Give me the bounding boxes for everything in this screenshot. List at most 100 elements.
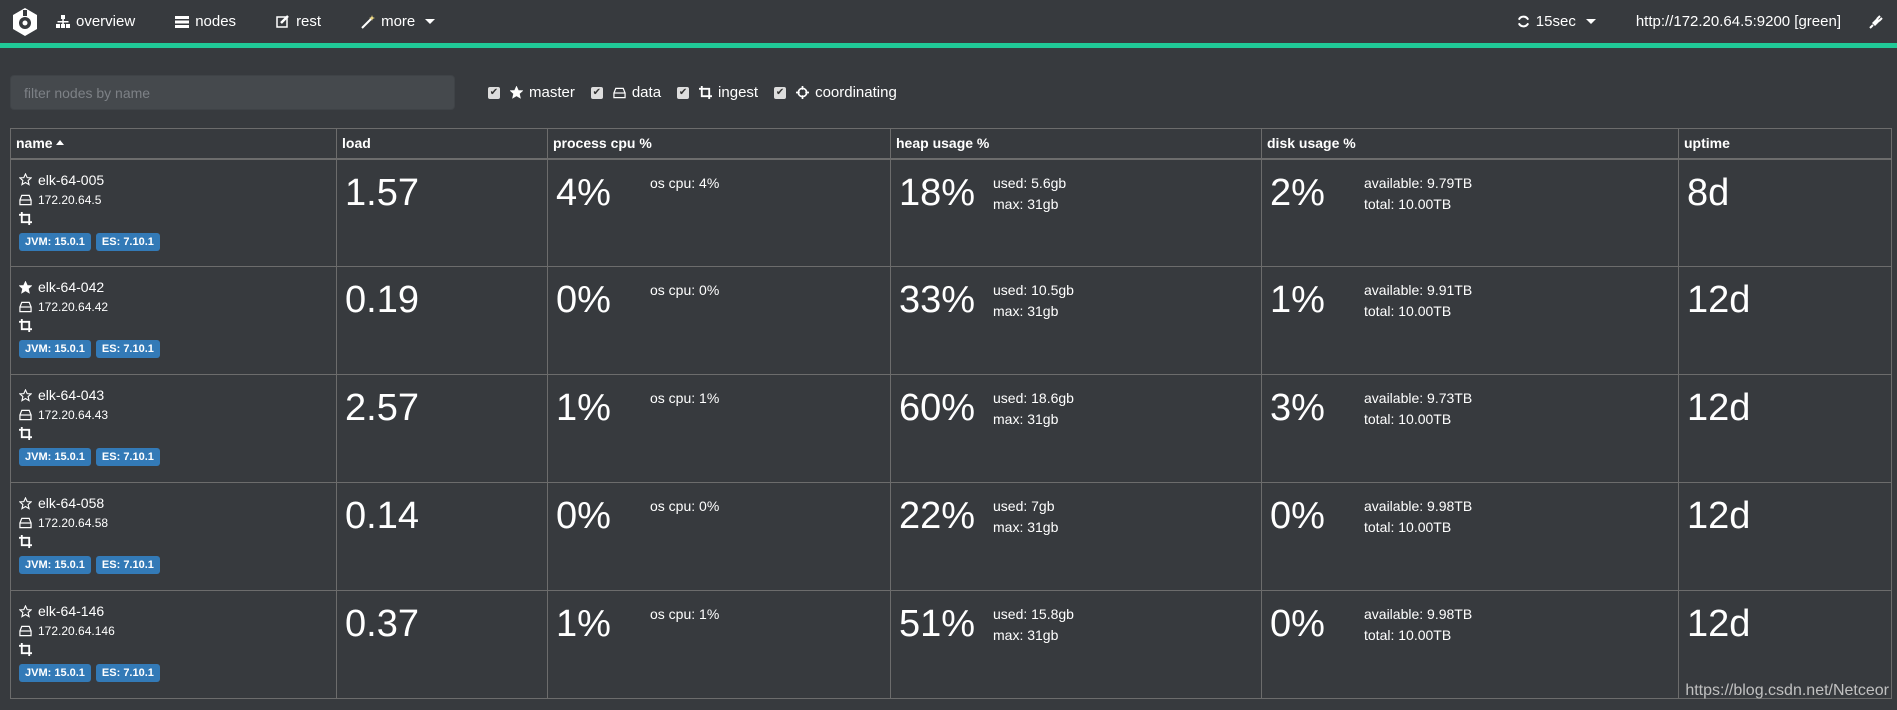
node-name-cell: elk-64-058 172.20.64.58 JVM: 15.0.1 ES: 7… xyxy=(10,482,337,591)
node-name[interactable]: elk-64-043 xyxy=(38,387,105,403)
disk-cell: 3% available: 9.73TB total: 10.00TB xyxy=(1261,374,1679,483)
os-cpu-value: os cpu: 1% xyxy=(650,606,720,622)
refresh-interval: 15sec xyxy=(1535,13,1576,30)
heap-usage-value: 18% xyxy=(899,171,976,214)
table-header-row: name load process cpu % heap usage % dis… xyxy=(10,128,1892,160)
disk-available: available: 9.98TB xyxy=(1364,606,1473,622)
header-disk-usage[interactable]: disk usage % xyxy=(1261,128,1679,160)
table-row: elk-64-043 172.20.64.43 JVM: 15.0.1 ES: 7… xyxy=(10,374,1892,483)
edit-icon xyxy=(276,15,289,28)
disk-total: total: 10.00TB xyxy=(1364,195,1452,212)
sort-asc-icon xyxy=(56,140,65,145)
role-ingest-label: ingest xyxy=(718,84,759,101)
node-ip: 172.20.64.43 xyxy=(38,408,109,422)
jvm-version-badge: JVM: 15.0.1 xyxy=(19,448,91,466)
cluster-connection[interactable]: http://172.20.64.5:9200 [green] xyxy=(1636,13,1841,30)
load-value: 2.57 xyxy=(345,387,419,429)
role-data-label: data xyxy=(631,84,662,101)
nav-nodes-label: nodes xyxy=(195,13,237,30)
disk-total: total: 10.00TB xyxy=(1364,303,1452,319)
nodes-table: name load process cpu % heap usage % dis… xyxy=(10,128,1892,699)
disconnect-button[interactable] xyxy=(1869,14,1883,29)
disk-cell: 0% available: 9.98TB total: 10.00TB xyxy=(1261,590,1679,699)
hdd-icon xyxy=(19,517,32,529)
crop-icon xyxy=(19,211,32,225)
uptime-value: 12d xyxy=(1687,387,1751,429)
node-ip: 172.20.64.58 xyxy=(38,516,109,530)
sitemap-icon xyxy=(56,15,70,28)
disk-usage-value: 3% xyxy=(1270,387,1325,429)
role-coordinating-label: coordinating xyxy=(815,84,897,101)
load-cell: 1.57 xyxy=(336,158,548,267)
disk-available: available: 9.73TB xyxy=(1364,390,1473,406)
role-filters: ✔ master ✔ data ✔ ingest ✔ coordinating xyxy=(488,84,897,101)
magic-wand-icon xyxy=(361,14,376,29)
role-data-checkbox[interactable]: ✔ xyxy=(590,86,603,99)
heap-cell: 22% used: 7gb max: 31gb xyxy=(890,482,1262,591)
process-cpu-value: 4% xyxy=(556,171,611,214)
heap-usage-value: 22% xyxy=(899,495,976,537)
node-name[interactable]: elk-64-058 xyxy=(38,495,105,511)
hdd-icon xyxy=(19,301,32,313)
nav-nodes[interactable]: nodes xyxy=(175,13,236,30)
os-cpu-value: os cpu: 4% xyxy=(650,174,720,191)
filter-nodes-input[interactable] xyxy=(10,75,455,110)
crop-icon xyxy=(19,643,32,656)
load-cell: 0.14 xyxy=(336,482,548,591)
node-name[interactable]: elk-64-146 xyxy=(38,603,105,619)
header-process-cpu[interactable]: process cpu % xyxy=(547,128,891,160)
process-cpu-value: 0% xyxy=(556,279,611,321)
role-coordinating-checkbox[interactable]: ✔ xyxy=(774,86,787,99)
load-cell: 0.19 xyxy=(336,266,548,375)
cluster-url-status: http://172.20.64.5:9200 [green] xyxy=(1635,13,1841,30)
cpu-cell: 1% os cpu: 1% xyxy=(547,590,891,699)
header-load[interactable]: load xyxy=(336,128,548,160)
star-icon xyxy=(19,173,32,186)
load-value: 1.57 xyxy=(345,171,419,214)
node-ip: 172.20.64.42 xyxy=(38,300,109,314)
node-name-cell: elk-64-042 172.20.64.42 JVM: 15.0.1 ES: 7… xyxy=(10,266,337,375)
table-row: elk-64-146 172.20.64.146 JVM: 15.0.1 ES: … xyxy=(10,590,1892,699)
uptime-value: 8d xyxy=(1687,171,1730,214)
hdd-icon xyxy=(19,409,32,421)
header-uptime[interactable]: uptime xyxy=(1678,128,1892,160)
heap-used: used: 5.6gb xyxy=(993,174,1067,191)
heap-used: used: 18.6gb xyxy=(993,390,1074,406)
node-ip: 172.20.64.146 xyxy=(38,624,115,638)
crop-icon xyxy=(19,427,32,440)
cluster-status-bar xyxy=(0,43,1897,48)
star-icon xyxy=(19,604,32,618)
heap-max: max: 31gb xyxy=(993,627,1059,643)
header-name-label: name xyxy=(16,135,53,151)
refresh-interval-dropdown[interactable]: 15sec xyxy=(1517,13,1596,30)
node-name[interactable]: elk-64-005 xyxy=(38,171,105,188)
node-name[interactable]: elk-64-042 xyxy=(38,279,105,295)
es-version-badge: ES: 7.10.1 xyxy=(95,340,160,358)
cpu-cell: 1% os cpu: 1% xyxy=(547,374,891,483)
node-name-cell: elk-64-146 172.20.64.146 JVM: 15.0.1 ES: … xyxy=(10,590,337,699)
hdd-icon xyxy=(19,625,32,637)
nav-rest-label: rest xyxy=(296,13,322,30)
heap-cell: 33% used: 10.5gb max: 31gb xyxy=(890,266,1262,375)
cerebro-logo[interactable] xyxy=(10,7,40,37)
role-master-checkbox[interactable]: ✔ xyxy=(488,86,500,99)
load-cell: 2.57 xyxy=(336,374,548,483)
header-heap-usage[interactable]: heap usage % xyxy=(890,128,1262,160)
caret-down-icon xyxy=(1585,19,1596,24)
load-value: 0.19 xyxy=(345,279,419,321)
nav-overview[interactable]: overview xyxy=(56,13,135,30)
nav-more[interactable]: more xyxy=(361,13,436,30)
disk-usage-value: 0% xyxy=(1270,603,1325,645)
uptime-cell: 12d xyxy=(1678,590,1892,699)
cpu-cell: 0% os cpu: 0% xyxy=(547,482,891,591)
top-nav: overview nodes rest more 15sec http://17… xyxy=(0,0,1897,43)
crop-icon xyxy=(19,319,32,332)
disk-cell: 2% available: 9.79TB total: 10.00TB xyxy=(1261,158,1679,267)
uptime-cell: 12d xyxy=(1678,374,1892,483)
nav-rest[interactable]: rest xyxy=(276,13,321,30)
role-ingest-checkbox[interactable]: ✔ xyxy=(677,86,690,99)
os-cpu-value: os cpu: 1% xyxy=(650,390,720,406)
heap-cell: 51% used: 15.8gb max: 31gb xyxy=(890,590,1262,699)
uptime-value: 12d xyxy=(1687,279,1751,321)
header-name[interactable]: name xyxy=(10,128,337,160)
